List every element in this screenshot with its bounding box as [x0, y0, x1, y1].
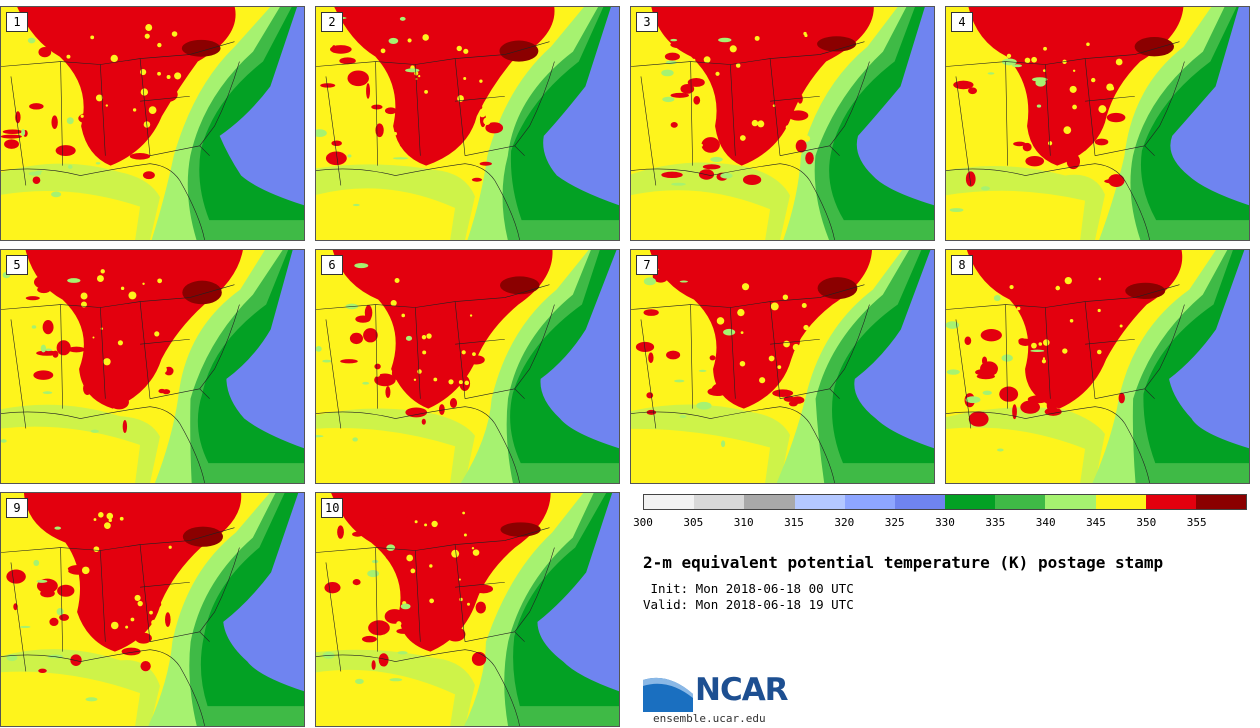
ensemble-member-map: 8	[945, 249, 1250, 484]
ensemble-member-map: 2	[315, 6, 620, 241]
colorbar: 300 305 310 315 320 325 330 335 340 345 350 355	[633, 494, 1247, 534]
colorbar-swatch	[995, 495, 1046, 509]
ncar-logo-text: NCAR	[695, 672, 789, 708]
valid-time: Valid: Mon 2018-06-18 19 UTC	[643, 597, 854, 612]
colorbar-swatch	[1195, 495, 1247, 509]
init-time: Init: Mon 2018-06-18 00 UTC	[643, 581, 854, 596]
colorbar-tick-label: 335	[985, 516, 1006, 529]
member-label: 9	[6, 498, 28, 518]
colorbar-swatch	[694, 495, 745, 509]
colorbar-swatch	[1095, 495, 1146, 509]
member-label: 6	[321, 255, 343, 275]
ensemble-member-map: 3	[630, 6, 935, 241]
member-label: 8	[951, 255, 973, 275]
colorbar-tick-label: 315	[784, 516, 804, 529]
colorbar-tick-label: 305	[683, 516, 704, 529]
colorbar-swatch	[844, 495, 895, 509]
colorbar-tick-label: 350	[1136, 516, 1157, 529]
colorbar-swatch	[1045, 495, 1096, 509]
colorbar-tick-label: 300	[633, 516, 653, 529]
colorbar-tick-label: 310	[733, 516, 754, 529]
ensemble-member-map: 9	[0, 492, 305, 727]
colorbar-swatch	[644, 495, 695, 509]
member-label: 10	[321, 498, 344, 518]
member-label: 2	[321, 12, 343, 32]
colorbar-swatches	[643, 494, 1247, 510]
member-label: 5	[6, 255, 28, 275]
ensemble-member-map: 5	[0, 249, 305, 484]
colorbar-swatch	[894, 495, 946, 509]
colorbar-swatch	[945, 495, 996, 509]
member-label: 1	[6, 12, 28, 32]
colorbar-tick-label: 325	[884, 516, 905, 529]
member-label: 3	[636, 12, 658, 32]
ensemble-member-map: 4	[945, 6, 1250, 241]
ensemble-member-map: 10	[315, 492, 620, 727]
colorbar-tick-label: 355	[1186, 516, 1207, 529]
colorbar-tick-label: 340	[1035, 516, 1056, 529]
ensemble-member-map: 1	[0, 6, 305, 241]
colorbar-swatch	[744, 495, 795, 509]
ncar-swoosh-icon	[643, 677, 693, 712]
colorbar-tick-label: 330	[935, 516, 955, 529]
member-label: 7	[636, 255, 658, 275]
colorbar-swatch	[794, 495, 845, 509]
member-label: 4	[951, 12, 973, 32]
website-text: ensemble.ucar.edu	[653, 712, 766, 725]
figure-title: 2-m equivalent potential temperature (K)…	[643, 553, 1164, 572]
colorbar-swatch	[1145, 495, 1196, 509]
ensemble-member-map: 6	[315, 249, 620, 484]
colorbar-tick-label: 320	[834, 516, 855, 529]
colorbar-tick-label: 345	[1086, 516, 1106, 529]
ensemble-member-map: 7	[630, 249, 935, 484]
ncar-logo: NCAR	[643, 672, 793, 712]
